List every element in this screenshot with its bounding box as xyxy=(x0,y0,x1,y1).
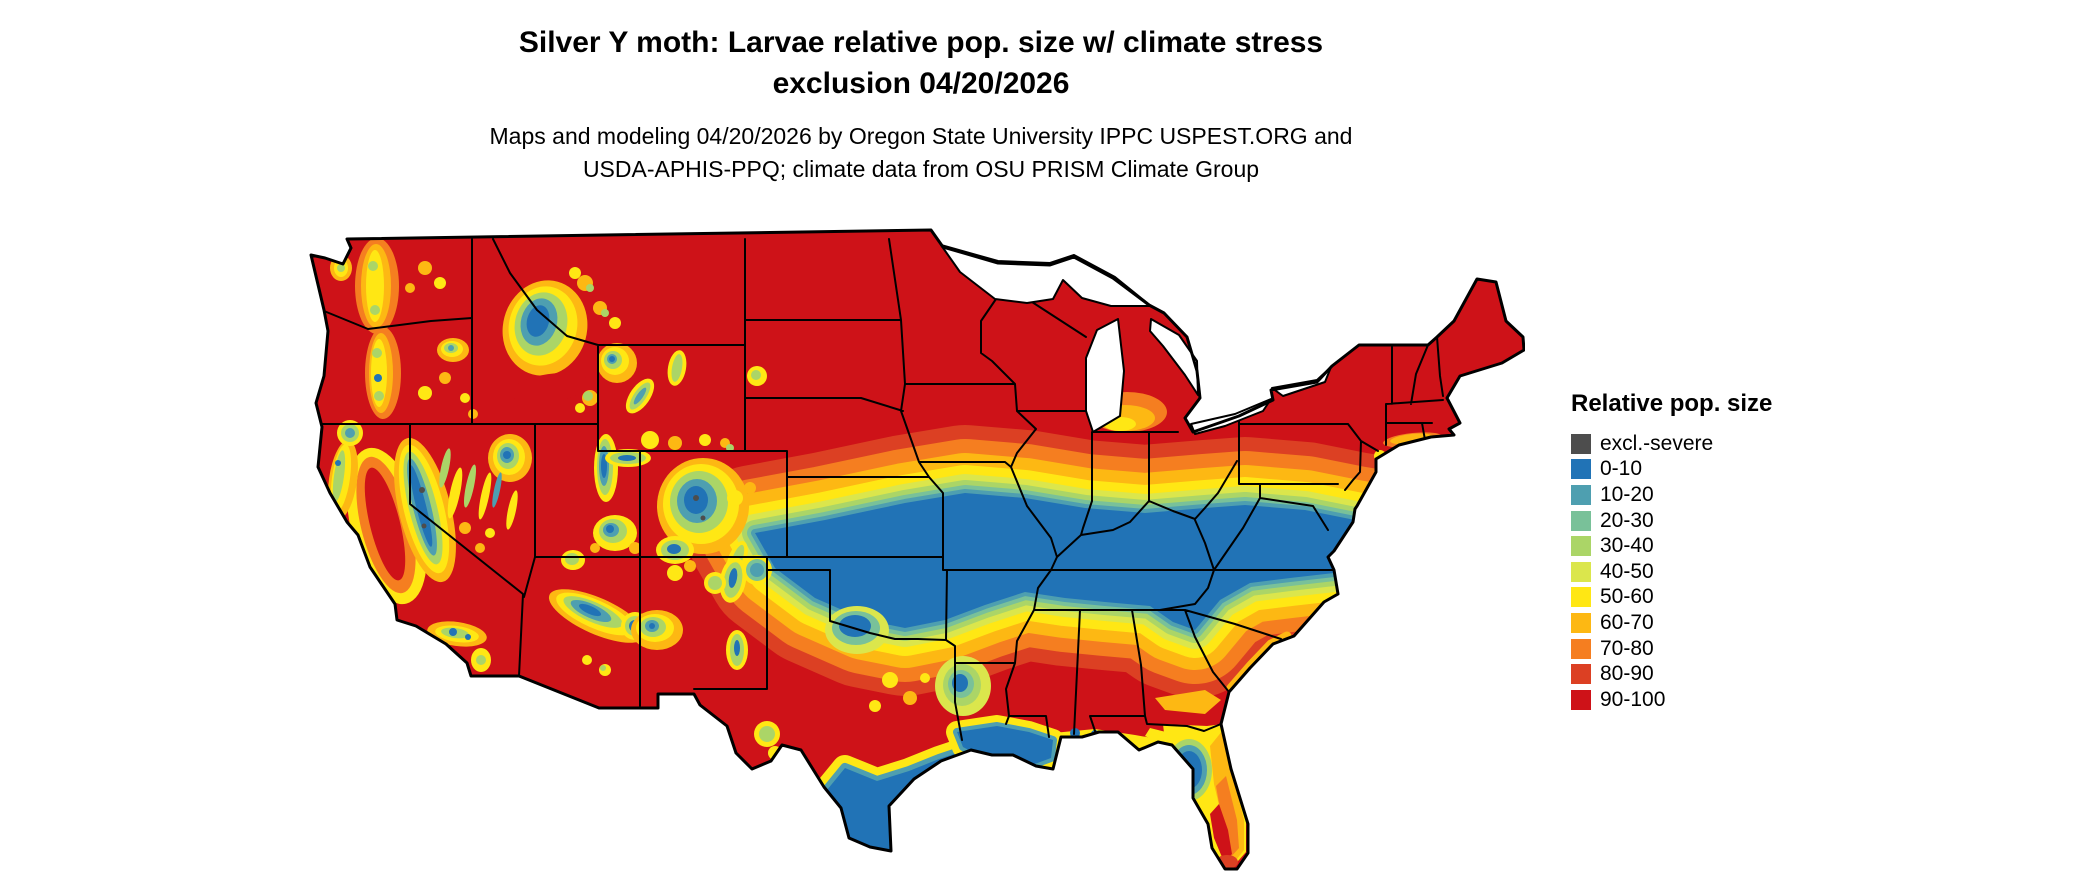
west-terrain-detail xyxy=(328,238,991,760)
state-borders xyxy=(315,238,1444,741)
legend-label: 0-10 xyxy=(1600,457,1643,481)
legend-swatch xyxy=(1571,664,1591,685)
legend-item: 60-70 xyxy=(1571,610,1772,636)
legend-item: 40-50 xyxy=(1571,559,1772,585)
legend-swatch xyxy=(1571,612,1591,633)
lake-huron xyxy=(1149,318,1199,396)
legend-swatch xyxy=(1571,561,1591,582)
legend-label: 60-70 xyxy=(1600,610,1654,634)
legend: Relative pop. size excl.-severe 0-10 10-… xyxy=(1571,390,1772,713)
map-raster xyxy=(311,230,1524,869)
legend-item: 10-20 xyxy=(1571,482,1772,508)
map-title-line1: Silver Y moth: Larvae relative pop. size… xyxy=(518,26,1324,59)
map-attribution: Maps and modeling 04/20/2026 by Oregon S… xyxy=(0,120,1842,186)
legend-item: 20-30 xyxy=(1571,508,1772,534)
legend-item: 90-100 xyxy=(1571,687,1772,713)
legend-swatch xyxy=(1571,510,1591,531)
legend-title: Relative pop. size xyxy=(1571,390,1773,417)
us-map xyxy=(309,228,1526,871)
legend-swatch xyxy=(1571,433,1591,454)
lake-michigan xyxy=(1085,318,1125,433)
map-header: Silver Y moth: Larvae relative pop. size… xyxy=(0,22,1842,186)
legend-label: 10-20 xyxy=(1600,482,1654,506)
legend-swatch xyxy=(1571,484,1591,505)
legend-item: excl.-severe xyxy=(1571,431,1772,457)
legend-item: 30-40 xyxy=(1571,533,1772,559)
legend-item: 0-10 xyxy=(1571,457,1772,483)
legend-swatch xyxy=(1571,587,1591,608)
legend-swatch xyxy=(1571,459,1591,480)
map-title-line2: exclusion 04/20/2026 xyxy=(772,67,1070,100)
legend-label: 80-90 xyxy=(1600,662,1654,686)
legend-swatch xyxy=(1571,638,1591,659)
legend-label: 70-80 xyxy=(1600,636,1654,660)
legend-item: 50-60 xyxy=(1571,585,1772,611)
legend-label: 30-40 xyxy=(1600,534,1654,558)
legend-item: 70-80 xyxy=(1571,636,1772,662)
legend-label: 90-100 xyxy=(1600,687,1666,711)
legend-label: 50-60 xyxy=(1600,585,1654,609)
attribution-line2: USDA-APHIS-PPQ; climate data from OSU PR… xyxy=(582,156,1260,182)
legend-swatch xyxy=(1571,689,1591,710)
us-map-container xyxy=(305,228,1526,888)
legend-item: 80-90 xyxy=(1571,661,1772,687)
legend-label: 20-30 xyxy=(1600,508,1654,532)
legend-label: 40-50 xyxy=(1600,559,1654,583)
legend-swatch xyxy=(1571,536,1591,557)
legend-label: excl.-severe xyxy=(1600,431,1714,455)
attribution-line1: Maps and modeling 04/20/2026 by Oregon S… xyxy=(489,123,1353,149)
